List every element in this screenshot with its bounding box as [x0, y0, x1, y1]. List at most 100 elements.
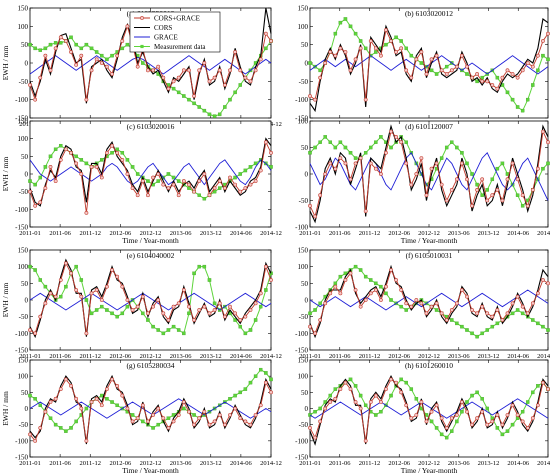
data-point	[264, 46, 268, 51]
y-tick-label: 0	[25, 171, 29, 179]
data-point	[536, 68, 540, 73]
data-point	[394, 50, 398, 54]
data-point	[510, 161, 515, 166]
data-point	[500, 161, 505, 166]
data-point	[125, 158, 130, 162]
data-point	[333, 53, 338, 58]
x-tick-label: 2013-12	[200, 353, 222, 360]
data-point	[460, 288, 464, 292]
data-point	[434, 72, 439, 76]
data-point	[394, 380, 398, 385]
data-point	[490, 177, 495, 182]
data-point	[207, 311, 212, 316]
data-point	[166, 172, 171, 176]
data-point	[338, 20, 343, 25]
x-tick-label: 2011-06	[329, 230, 351, 237]
y-tick-label: 100	[298, 263, 309, 271]
y-tick-label: -150	[295, 115, 308, 123]
data-point	[140, 179, 145, 183]
data-point	[161, 75, 166, 80]
data-point	[253, 301, 258, 306]
y-tick-label: -100	[15, 96, 28, 104]
data-point	[202, 264, 207, 269]
x-tick-label: 2012-06	[388, 353, 410, 360]
data-point	[530, 187, 535, 192]
data-point	[439, 416, 444, 421]
data-point	[222, 186, 227, 191]
data-point	[353, 384, 358, 388]
data-point	[460, 324, 464, 329]
x-tick-label: 2012-12	[418, 460, 440, 467]
data-point	[89, 46, 94, 51]
x-axis-label: Time / Year-month	[401, 236, 458, 245]
panel-title: (h) 6101260010	[405, 361, 453, 370]
data-point	[348, 387, 353, 392]
x-axis-label: Time / Year-month	[401, 466, 458, 473]
data-point	[541, 278, 545, 282]
data-point	[187, 68, 191, 73]
data-point	[63, 377, 68, 382]
data-point	[485, 406, 489, 411]
data-point	[338, 274, 343, 279]
data-point	[444, 72, 449, 76]
data-point	[120, 46, 125, 51]
data-point	[541, 129, 545, 134]
data-point	[409, 182, 414, 187]
x-tick-label: 2012-06	[388, 230, 410, 237]
data-point	[449, 308, 454, 312]
y-tick-label: -100	[15, 330, 28, 338]
data-point	[368, 291, 373, 296]
data-point	[439, 68, 444, 73]
x-tick-label: 2014-06	[230, 460, 252, 467]
data-point	[135, 64, 140, 69]
data-point	[480, 304, 485, 309]
series-line	[309, 289, 549, 311]
x-tick-label: 2013-06	[170, 353, 192, 360]
x-tick-label: 2012-06	[110, 460, 132, 467]
data-point	[212, 301, 217, 306]
data-point	[28, 42, 32, 47]
data-point	[363, 97, 368, 102]
panel-title: (d) 6101120007	[405, 122, 453, 131]
data-point	[156, 179, 160, 183]
data-point	[495, 86, 500, 91]
data-point	[207, 112, 212, 117]
data-point	[197, 68, 202, 73]
data-point	[146, 318, 150, 322]
data-point	[125, 406, 130, 411]
data-point	[308, 151, 312, 155]
series-grace	[309, 398, 549, 419]
data-point	[374, 50, 378, 54]
data-point	[338, 156, 343, 161]
x-tick-label: 2011-06	[49, 353, 71, 360]
data-point	[192, 271, 196, 276]
data-point	[429, 409, 434, 414]
x-tick-label: 2012-12	[140, 460, 162, 467]
data-point	[495, 166, 500, 171]
data-point	[399, 377, 403, 382]
data-point	[429, 419, 434, 424]
x-tick-label: 2014-12	[537, 460, 550, 467]
y-tick-label: 0	[305, 60, 309, 68]
data-point	[525, 97, 530, 102]
y-tick-label: 0	[305, 297, 309, 305]
data-point	[520, 108, 525, 113]
x-tick-label: 2011-01	[19, 460, 40, 467]
data-point	[156, 406, 161, 411]
y-tick-label: 100	[18, 373, 29, 381]
data-point	[480, 397, 484, 401]
data-point	[146, 193, 150, 198]
y-tick-label: 0	[305, 171, 309, 179]
data-point	[110, 400, 114, 404]
data-point	[343, 50, 348, 54]
x-tick-label: 2011-06	[49, 230, 71, 237]
data-point	[74, 62, 79, 67]
data-point	[546, 281, 550, 286]
data-point	[156, 422, 160, 427]
data-point	[248, 380, 253, 385]
legend-label: Measurement data	[154, 43, 206, 51]
data-point	[192, 101, 196, 106]
plot-frame	[29, 359, 272, 458]
data-point	[120, 311, 125, 316]
data-point	[546, 161, 550, 166]
